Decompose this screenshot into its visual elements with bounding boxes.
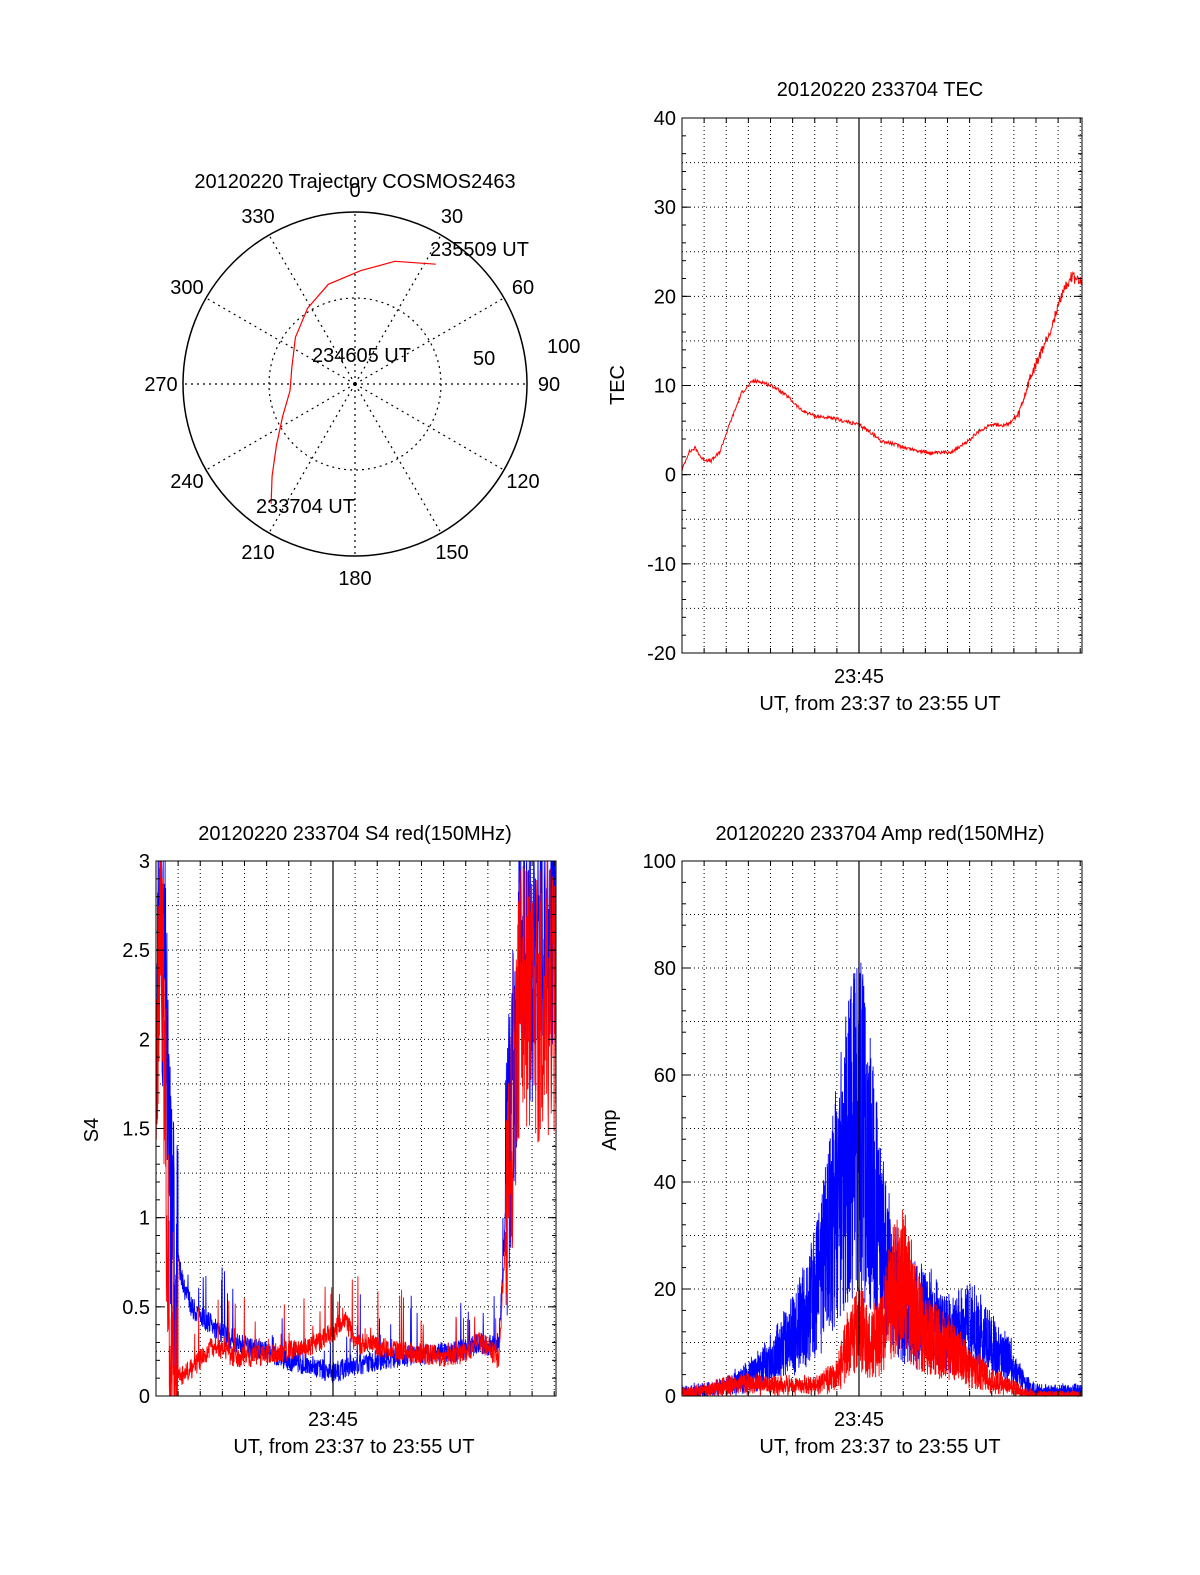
polar-radial-labels: 50 100 bbox=[473, 336, 580, 370]
s4-chart: 20120220 233704 S4 red(150MHz) 0 0.5 1 1.5 2… bbox=[81, 823, 557, 1458]
amp-ytick-label: 100 bbox=[643, 851, 676, 873]
polar-angle-labels: 0 30 60 90 120 150 180 210 240 270 300 330 bbox=[144, 180, 560, 590]
amp-chart: 20120220 233704 Amp red(150MHz) 0 20 40 60 8… bbox=[599, 823, 1083, 1458]
polar-angle-label: 180 bbox=[338, 568, 371, 590]
polar-radial-label: 100 bbox=[547, 336, 580, 358]
amp-plot-frame bbox=[681, 860, 1083, 1397]
s4-ytick-label: 0.5 bbox=[122, 1297, 150, 1319]
tec-title: 20120220 233704 TEC bbox=[777, 79, 983, 101]
tec-ytick-label: 30 bbox=[654, 197, 676, 219]
tec-ytick-label: 0 bbox=[665, 465, 676, 487]
polar-spoke bbox=[268, 383, 356, 534]
polar-angle-label: 90 bbox=[538, 374, 560, 396]
tec-series-red bbox=[681, 270, 1083, 472]
s4-series-group bbox=[155, 860, 557, 1397]
s4-series-blue bbox=[155, 860, 557, 1388]
amp-ytick-label: 60 bbox=[654, 1065, 676, 1087]
polar-angle-label: 150 bbox=[435, 542, 468, 564]
polar-angle-label: 330 bbox=[241, 206, 274, 228]
tec-ylabel: TEC bbox=[607, 365, 629, 405]
s4-ytick-label: 1.5 bbox=[122, 1119, 150, 1141]
s4-ytick-label: 0 bbox=[139, 1386, 150, 1408]
amp-ytick-label: 40 bbox=[654, 1172, 676, 1194]
polar-spoke bbox=[354, 297, 505, 385]
polar-title: 20120220 Trajectory COSMOS2463 bbox=[194, 171, 515, 193]
tec-series-group bbox=[681, 270, 1083, 472]
s4-xtick-label: 23:45 bbox=[308, 1409, 358, 1431]
tec-ytick-label: -20 bbox=[647, 643, 676, 665]
tec-chart: 20120220 233704 TEC -20 -10 0 10 20 30 40 23:4… bbox=[607, 79, 1083, 715]
polar-angle-label: 60 bbox=[512, 277, 534, 299]
amp-series-red bbox=[681, 1209, 1083, 1398]
polar-angle-label: 30 bbox=[441, 206, 463, 228]
polar-angle-label: 270 bbox=[144, 374, 177, 396]
amp-x-ticks: 23:45 bbox=[703, 861, 1081, 1431]
s4-y-ticks: 0 0.5 1 1.5 2 2.5 3 bbox=[122, 851, 556, 1408]
amp-series-group bbox=[681, 962, 1083, 1398]
polar-angle-label: 120 bbox=[506, 471, 539, 493]
tec-ytick-label: -10 bbox=[647, 554, 676, 576]
amp-xtick-label: 23:45 bbox=[834, 1409, 884, 1431]
s4-ytick-label: 2 bbox=[139, 1029, 150, 1051]
tec-x-ticks: 23:45 bbox=[703, 118, 1081, 688]
polar-angle-label: 300 bbox=[170, 277, 203, 299]
s4-ytick-label: 1 bbox=[139, 1208, 150, 1230]
s4-grid bbox=[156, 860, 556, 1397]
amp-ylabel: Amp bbox=[599, 1109, 621, 1150]
polar-spoke bbox=[268, 234, 356, 385]
polar-angle-label: 0 bbox=[349, 180, 360, 202]
tec-xtick-label: 23:45 bbox=[834, 666, 884, 688]
amp-ytick-label: 80 bbox=[654, 958, 676, 980]
polar-radial-label: 50 bbox=[473, 348, 495, 370]
s4-xlabel: UT, from 23:37 to 23:55 UT bbox=[233, 1436, 474, 1458]
polar-angle-label: 210 bbox=[241, 542, 274, 564]
polar-spoke bbox=[354, 234, 442, 385]
amp-y-ticks: 0 20 40 60 80 100 bbox=[643, 851, 1082, 1408]
s4-ylabel: S4 bbox=[81, 1118, 103, 1142]
amp-title: 20120220 233704 Amp red(150MHz) bbox=[715, 823, 1044, 845]
s4-plot-frame bbox=[155, 860, 557, 1397]
tec-grid bbox=[682, 117, 1082, 654]
tec-ytick-label: 40 bbox=[654, 108, 676, 130]
trajectory-mid-label: 234605 UT bbox=[312, 345, 411, 367]
polar-angle-label: 240 bbox=[170, 471, 203, 493]
s4-x-ticks: 23:45 bbox=[177, 861, 555, 1431]
polar-spoke bbox=[354, 383, 505, 471]
amp-ytick-label: 20 bbox=[654, 1279, 676, 1301]
tec-ytick-label: 10 bbox=[654, 376, 676, 398]
s4-title: 20120220 233704 S4 red(150MHz) bbox=[198, 823, 512, 845]
s4-ytick-label: 2.5 bbox=[122, 940, 150, 962]
polar-spoke bbox=[205, 297, 356, 385]
polar-grid bbox=[182, 211, 528, 557]
polar-outer-circle bbox=[182, 211, 528, 557]
tec-xlabel: UT, from 23:37 to 23:55 UT bbox=[759, 693, 1000, 715]
polar-spoke bbox=[354, 383, 442, 534]
amp-xlabel: UT, from 23:37 to 23:55 UT bbox=[759, 1436, 1000, 1458]
trajectory-start-label: 233704 UT bbox=[256, 496, 355, 518]
tec-plot-frame bbox=[681, 117, 1083, 654]
trajectory-line bbox=[270, 260, 436, 504]
trajectory-polar-plot: 20120220 Trajectory COSMOS2463 0 30 60 90 12… bbox=[144, 171, 580, 590]
s4-series-red bbox=[155, 860, 557, 1397]
trajectory-end-label: 235509 UT bbox=[430, 239, 529, 261]
s4-ytick-label: 3 bbox=[139, 851, 150, 873]
amp-ytick-label: 0 bbox=[665, 1386, 676, 1408]
tec-ytick-label: 20 bbox=[654, 286, 676, 308]
tec-y-ticks: -20 -10 0 10 20 30 40 bbox=[647, 108, 1082, 665]
